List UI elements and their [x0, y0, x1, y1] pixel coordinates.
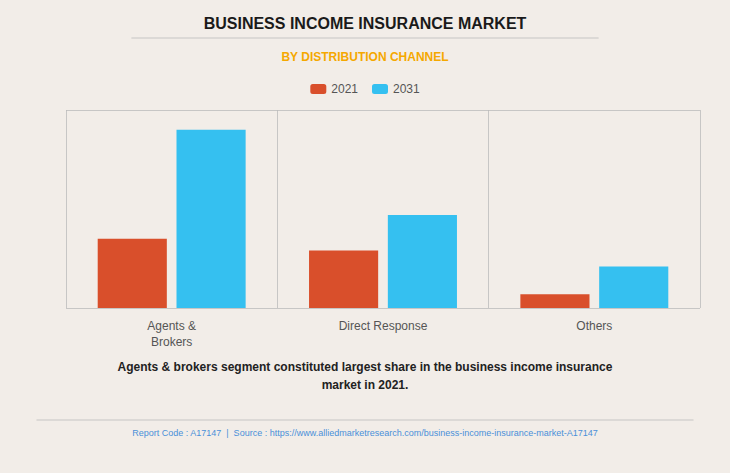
svg-text:Brokers: Brokers: [151, 335, 192, 349]
svg-text:Direct Response: Direct Response: [339, 319, 428, 333]
svg-text:BUSINESS INCOME INSURANCE MARK: BUSINESS INCOME INSURANCE MARKET: [204, 15, 527, 32]
svg-text:Report Code : A17147 | Sourc: Report Code : A17147 | Source : https://…: [132, 428, 598, 438]
svg-text:Others: Others: [576, 319, 612, 333]
svg-text:Agents &: Agents &: [147, 319, 196, 333]
svg-text:Agents & brokers segment const: Agents & brokers segment constituted lar…: [118, 360, 613, 374]
svg-text:2031: 2031: [393, 82, 420, 96]
svg-text:market in 2021.: market in 2021.: [322, 378, 409, 392]
svg-text:BY DISTRIBUTION CHANNEL: BY DISTRIBUTION CHANNEL: [281, 50, 448, 64]
svg-text:2021: 2021: [331, 82, 358, 96]
